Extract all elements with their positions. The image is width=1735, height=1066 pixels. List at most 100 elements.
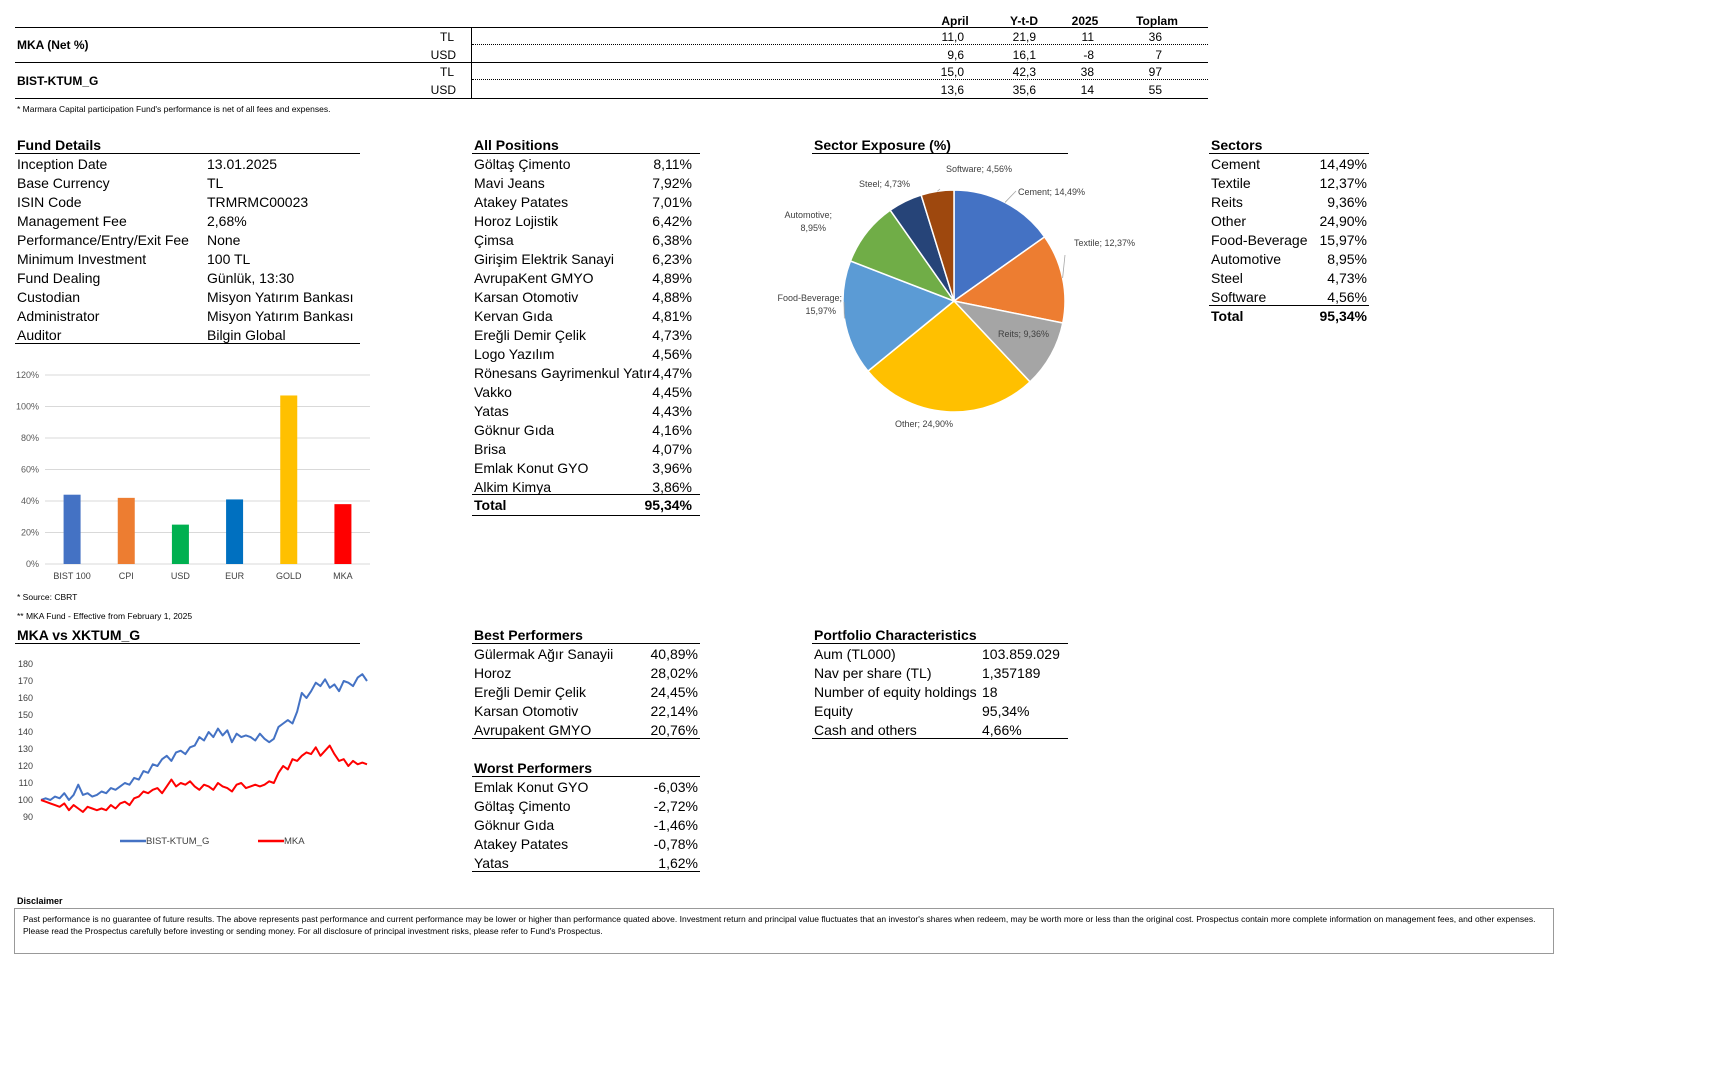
y-tick-label: 120 <box>18 761 33 771</box>
list-row: Food-Beverage 15,97% <box>1211 230 1367 251</box>
list-row: Nav per share (TL) 1,357189 <box>814 663 1068 684</box>
row-value: 12,37% <box>1319 175 1367 191</box>
list-row: Software 4,56% <box>1211 287 1367 308</box>
row-value: Misyon Yatırım Bankası <box>207 308 354 324</box>
row-label: Brisa <box>474 441 506 457</box>
perf-header-2025: 2025 <box>1071 14 1099 28</box>
list-row: Auditor Bilgin Global <box>17 325 360 346</box>
list-row: ISIN Code TRMRMC00023 <box>17 192 360 213</box>
row-value: 2,68% <box>207 213 247 229</box>
perf-currency: TL <box>439 30 454 44</box>
total-value: 95,34% <box>644 497 692 513</box>
y-tick-label: 80% <box>21 433 39 443</box>
list-row: Avrupakent GMYO 20,76% <box>474 720 698 741</box>
list-row: Girişim Elektrik Sanayi 6,23% <box>474 249 692 270</box>
row-value: None <box>207 232 241 248</box>
section-rule <box>472 871 700 872</box>
perf-cell: 9,6 <box>947 48 964 62</box>
list-row: Inception Date 13.01.2025 <box>17 154 360 175</box>
pie-slice <box>952 235 1066 324</box>
list-row: Horoz 28,02% <box>474 663 698 684</box>
x-tick-label: MKA <box>333 571 353 581</box>
y-tick-label: 40% <box>21 496 39 506</box>
row-value: 24,90% <box>1319 213 1367 229</box>
row-value: 4,47% <box>652 365 692 381</box>
list-row: Ereğli Demir Çelik 24,45% <box>474 682 698 703</box>
row-label: Minimum Investment <box>17 251 147 267</box>
list-row: Other 24,90% <box>1211 211 1367 232</box>
section-rule <box>472 494 700 495</box>
row-value: 6,23% <box>652 251 692 267</box>
sectors-total-row: Total 95,34% <box>1211 306 1367 327</box>
leader-line <box>1062 254 1066 279</box>
row-label: Steel <box>1211 270 1243 286</box>
list-row: Textile 12,37% <box>1211 173 1367 194</box>
list-row: Reits 9,36% <box>1211 192 1367 213</box>
row-label: Rönesans Gayrimenkul Yatır <box>474 365 652 381</box>
row-value: 3,86% <box>652 479 692 495</box>
row-label: Göltaş Çimento <box>474 156 571 172</box>
bar <box>280 395 298 564</box>
row-value: 4,56% <box>652 346 692 362</box>
list-row: Mavi Jeans 7,92% <box>474 173 692 194</box>
section-rule <box>472 738 700 739</box>
row-value: 9,36% <box>1327 194 1367 210</box>
list-row: Vakko 4,45% <box>474 382 692 403</box>
list-row: Çimsa 6,38% <box>474 230 692 251</box>
perf-header-ytd: Y-t-D <box>1010 14 1038 28</box>
section-rule <box>812 738 1068 739</box>
sector-pie-chart: Cement; 14,49% Textile; 12,37% Reits; 9,36… <box>777 164 1135 429</box>
list-row: Alkim Kimya 3,86% <box>474 477 692 498</box>
row-label: Kervan Gıda <box>474 308 553 324</box>
sector-exposure-title: Sector Exposure (%) <box>814 137 951 153</box>
perf-top-rule <box>15 27 1208 28</box>
perf-header-toplam: Toplam <box>1136 14 1178 28</box>
row-value: TRMRMC00023 <box>207 194 309 210</box>
row-value: 6,38% <box>652 232 692 248</box>
y-tick-label: 150 <box>18 710 33 720</box>
row-label: Yatas <box>474 403 509 419</box>
y-tick-label: 100% <box>16 402 39 412</box>
row-label: Inception Date <box>17 156 108 172</box>
row-label: Avrupakent GMYO <box>474 722 592 738</box>
row-label: Textile <box>1211 175 1251 191</box>
y-tick-label: 130 <box>18 744 33 754</box>
perf-row-mka-label: MKA (Net %) <box>17 38 89 52</box>
y-tick-label: 90 <box>23 812 33 822</box>
perf-currency: USD <box>430 48 456 62</box>
disclaimer-box: Past performance is no guarantee of futu… <box>14 908 1554 954</box>
list-row: Brisa 4,07% <box>474 439 692 460</box>
pie-label: Other; 24,90% <box>895 419 953 429</box>
list-row: Göknur Gıda -1,46% <box>474 815 698 836</box>
perf-cell: 14 <box>1080 83 1094 97</box>
line-chart-title: MKA vs XKTUM_G <box>17 627 141 643</box>
row-label: Base Currency <box>17 175 110 191</box>
section-rule <box>472 776 700 777</box>
section-rule <box>472 643 700 644</box>
row-label: Gülermak Ağır Sanayii <box>474 646 614 662</box>
list-row: Rönesans Gayrimenkul Yatır 4,47% <box>474 363 692 384</box>
x-tick-label: BIST 100 <box>53 571 90 581</box>
row-value: 14,49% <box>1319 156 1367 172</box>
row-label: Yatas <box>474 855 509 871</box>
section-rule <box>15 153 360 154</box>
perf-row-rule <box>472 79 1208 80</box>
section-rule <box>1209 305 1369 306</box>
pie-slice <box>920 189 955 302</box>
perf-row-bist-label: BIST-KTUM_G <box>17 74 99 88</box>
row-label: Çimsa <box>474 232 514 248</box>
list-row: Yatas 4,43% <box>474 401 692 422</box>
list-row: Gülermak Ağır Sanayii 40,89% <box>474 644 698 665</box>
row-label: Cash and others <box>814 722 917 738</box>
row-label: Custodian <box>17 289 81 305</box>
row-label: Logo Yazılım <box>474 346 555 362</box>
x-tick-label: EUR <box>225 571 245 581</box>
best-performers-title: Best Performers <box>474 627 583 643</box>
list-row: Karsan Otomotiv 4,88% <box>474 287 692 308</box>
portfolio-characteristics-title: Portfolio Characteristics <box>814 627 977 643</box>
perf-cell: 21,9 <box>1012 30 1036 44</box>
list-row: Management Fee 2,68% <box>17 211 360 232</box>
legend-label: BIST-KTUM_G <box>146 836 209 847</box>
row-value: 3,96% <box>652 460 692 476</box>
section-rule <box>812 153 1068 154</box>
